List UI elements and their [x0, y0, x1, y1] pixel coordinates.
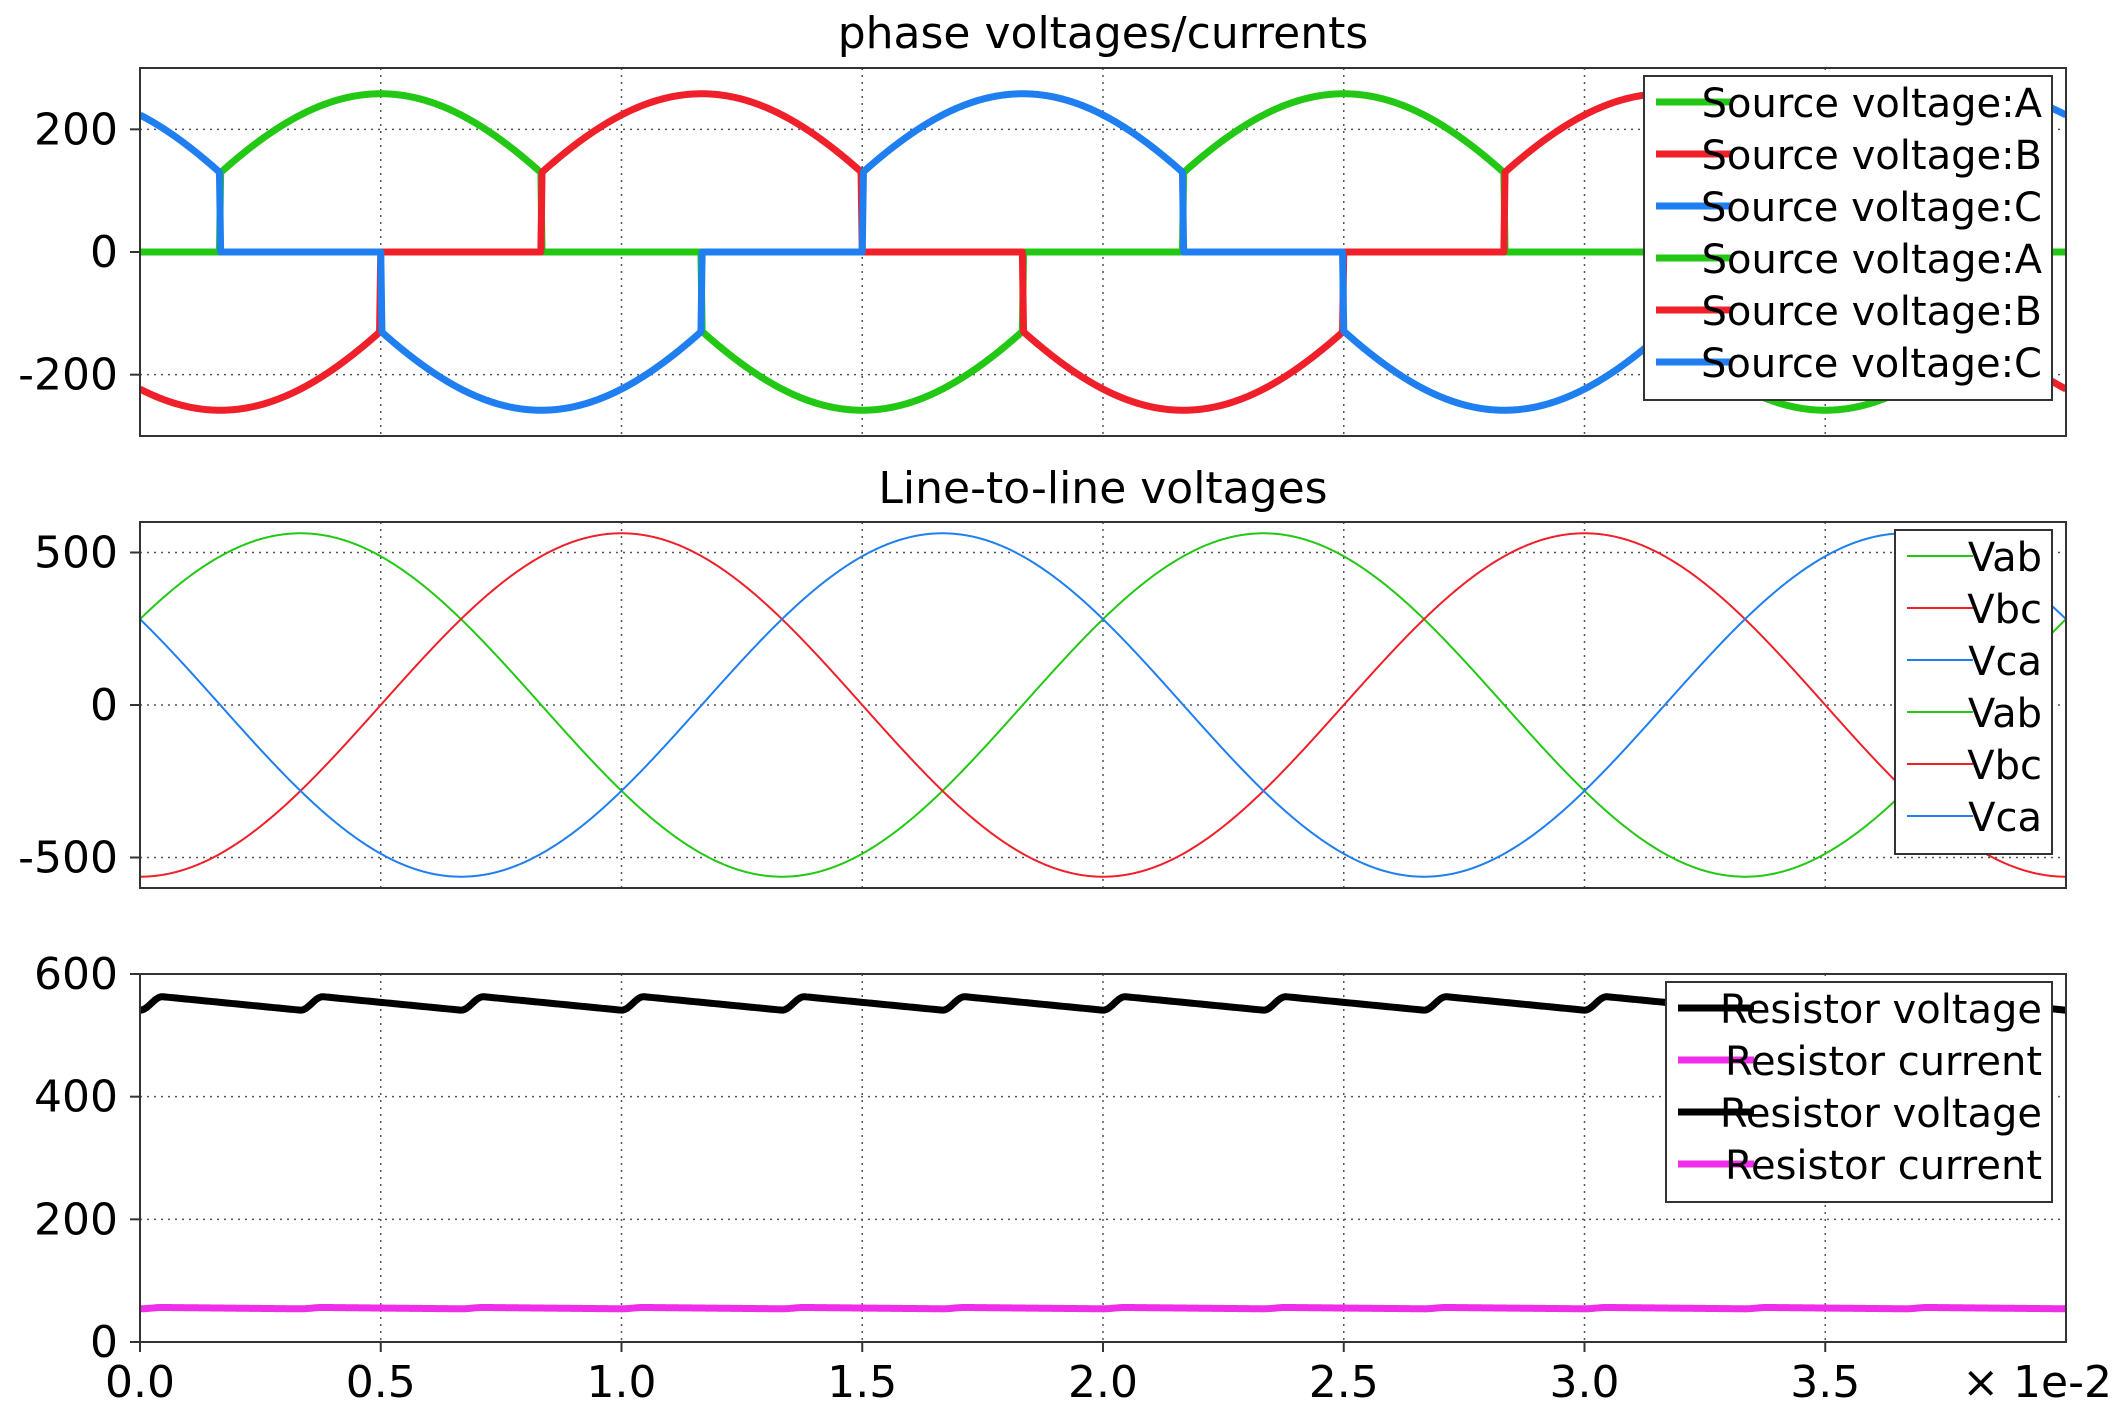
series-line — [140, 1303, 2066, 1313]
legend: Vab Vbc Vca Vab Vbc Vca — [1894, 529, 2053, 855]
legend-box — [1643, 75, 2053, 401]
plot-title: phase voltages/currents — [838, 8, 1369, 59]
x-tick-label: 1.0 — [587, 1357, 657, 1408]
y-tick-label: 400 — [34, 1072, 118, 1123]
y-tick-label: 0 — [90, 227, 118, 278]
plot-title: Line-to-line voltages — [878, 463, 1327, 514]
legend-label: Vab — [1968, 691, 2042, 737]
legend: Source voltage:A Source voltage:B Source v… — [1643, 75, 2053, 401]
y-tick-label: 600 — [34, 949, 118, 1000]
series-line — [140, 532, 2066, 878]
legend-label: Resistor current — [1725, 1039, 2042, 1085]
x-multiplier-label: × 1e-2 — [1962, 1357, 2112, 1408]
legend-label: Vca — [1968, 639, 2042, 685]
x-tick-label: 2.0 — [1068, 1357, 1138, 1408]
x-tick-label: 2.5 — [1309, 1357, 1379, 1408]
legend-label: Source voltage:C — [1701, 341, 2042, 387]
legend-label: Vbc — [1967, 743, 2042, 789]
legend-label: Vbc — [1967, 587, 2042, 633]
legend-label: Resistor voltage — [1720, 987, 2042, 1033]
y-tick-label: -500 — [18, 833, 118, 884]
legend-label: Source voltage:A — [1702, 237, 2043, 283]
legend-label: Source voltage:B — [1702, 133, 2042, 179]
x-tick-label: 3.5 — [1790, 1357, 1860, 1408]
y-tick-label: 0 — [90, 680, 118, 731]
y-tick-label: 500 — [34, 528, 118, 579]
legend-label: Source voltage:A — [1702, 81, 2043, 127]
legend-label: Vca — [1968, 795, 2042, 841]
x-tick-label: 0.5 — [346, 1357, 416, 1408]
legend-label: Resistor voltage — [1720, 1091, 2042, 1137]
legend-label: Source voltage:B — [1702, 289, 2042, 335]
x-tick-label: 1.5 — [827, 1357, 897, 1408]
legend-label: Resistor current — [1725, 1143, 2042, 1189]
x-tick-label: 0.0 — [105, 1357, 175, 1408]
legend-label: Source voltage:C — [1701, 185, 2042, 231]
plot-phase-voltages: phase voltages/currents -200 0 200 Source vo… — [18, 8, 2067, 437]
y-tick-label: 0 — [90, 1317, 118, 1368]
legend-label: Vab — [1968, 535, 2042, 581]
legend-box — [1894, 529, 2053, 855]
y-tick-label: 200 — [34, 104, 118, 155]
plot-resistor-voltage-current: 0 200 400 600 0.0 0.5 1.0 1.5 2.0 2.5 3.0 3.5 × 1e-2… — [34, 949, 2112, 1408]
y-tick-label: -200 — [18, 350, 118, 401]
legend: Resistor voltage Resistor current Resistor… — [1665, 981, 2053, 1203]
y-tick-label: 200 — [34, 1194, 118, 1245]
x-tick-label: 3.0 — [1550, 1357, 1620, 1408]
